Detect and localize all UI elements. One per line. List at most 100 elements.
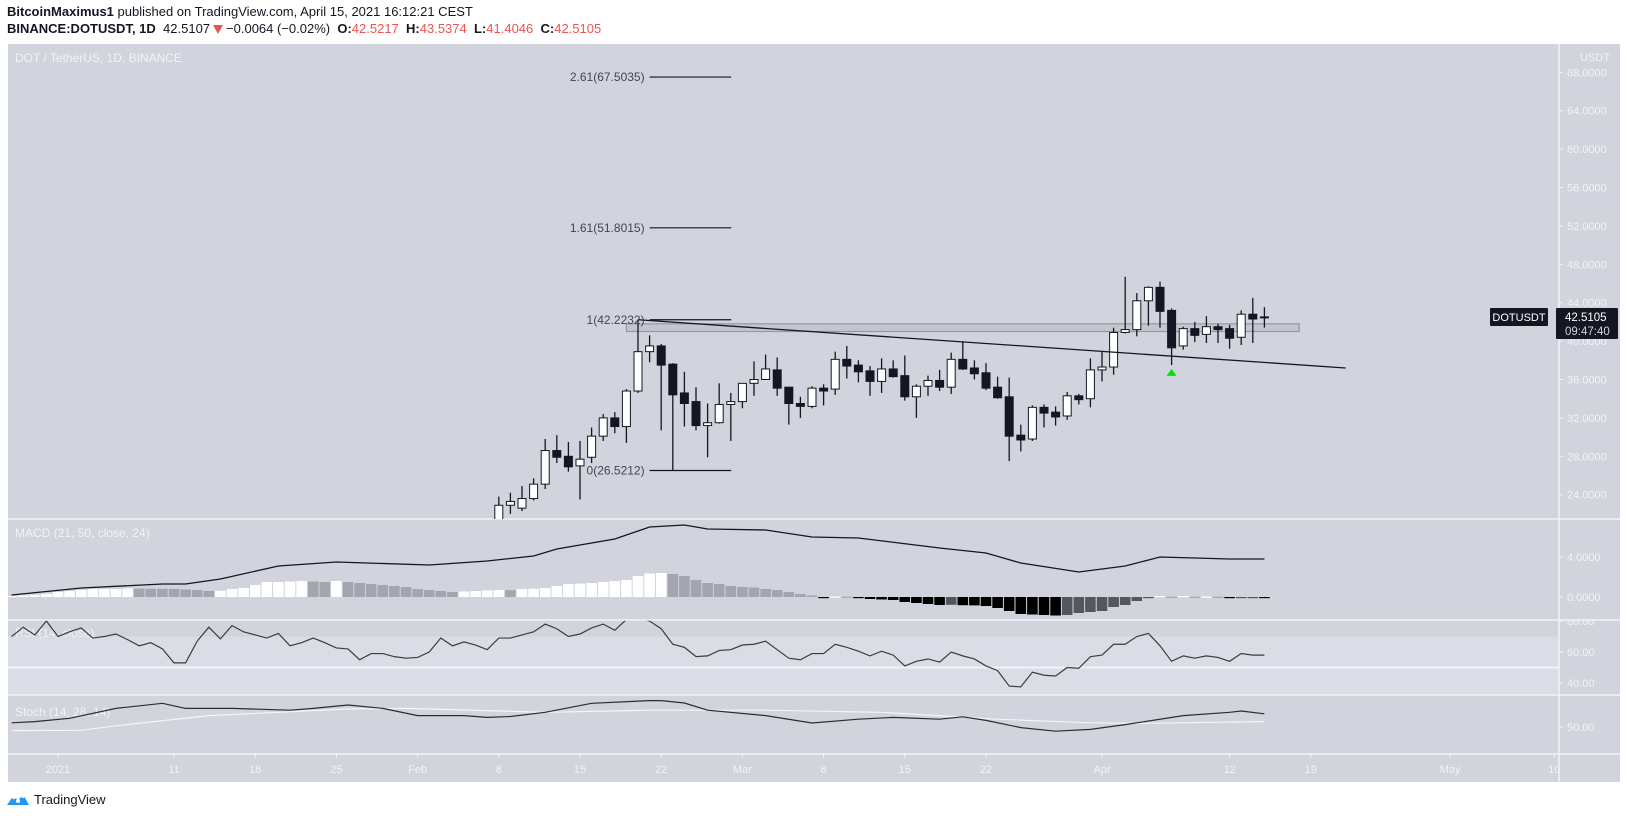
candle-body [853,364,863,373]
macd-histogram-bar [667,574,679,597]
candle-body [633,351,643,392]
macd-tick-label: 4.0000 [1567,552,1601,564]
macd-histogram-bar [64,591,75,597]
price-tick-label: 40.0000 [1567,336,1607,348]
candle [761,354,771,381]
rsi-pane[interactable]: RSI (14, close) [8,618,1559,699]
macd-histogram-bar [400,587,412,597]
macd-histogram-bar [319,582,331,597]
candle-body [958,358,968,370]
tradingview-brand[interactable]: TradingView [6,791,106,807]
time-tick-label: 22 [655,764,667,776]
macd-histogram-bar [1166,596,1177,598]
candle-body [505,500,515,506]
macd-histogram-bar [539,588,551,597]
descending-trendline[interactable] [637,319,1346,369]
candle [563,441,573,472]
candle [865,366,875,396]
candle [1074,393,1084,405]
macd-histogram-bar [911,597,922,603]
stoch-pane[interactable]: Stoch (14, 28, 14) [11,699,1265,732]
candle-body [598,417,608,437]
time-tick-label: 25 [330,764,342,776]
macd-histogram-bar [1224,597,1235,599]
candle [737,382,747,409]
candle-body [703,422,713,427]
bar-countdown-label: 09:47:40 [1565,326,1610,338]
macd-title: MACD (21, 50, close, 24) [15,526,150,540]
candle-body [1143,286,1153,302]
macd-histogram-bar [528,588,539,597]
candle [633,319,643,393]
candle-body [807,387,817,407]
macd-histogram-bar [795,594,806,597]
candle-body [1120,329,1130,333]
candle-body [1051,411,1061,418]
candle [772,357,782,396]
stoch-tick-label: 50.00 [1567,722,1595,734]
candle-body [946,358,956,388]
candle-body [1213,326,1223,331]
candle [958,341,968,370]
macd-histogram-bar [934,597,945,605]
candle [1132,293,1142,337]
price-tick-label: 28.0000 [1567,451,1607,463]
candle [784,386,794,425]
candle-body [1225,328,1235,339]
time-tick-label: 2021 [46,764,70,776]
candle [969,360,979,380]
macd-histogram-bar [261,582,273,597]
candle-body [865,370,875,382]
candle [749,361,759,396]
macd-histogram-bar [1212,596,1224,598]
candle [946,352,956,394]
macd-histogram-bar [1235,597,1247,599]
macd-histogram-bar [887,597,899,600]
candle-body [517,498,527,509]
candle [656,343,666,431]
main-pane[interactable]: DOT / TetherUS, 1D, BINANCE 2.61(67.5035)… [15,51,1346,528]
fib-level-label: 2.61(67.5035) [570,70,645,84]
macd-histogram-bar [748,587,760,597]
candle [819,384,829,406]
candle-body [842,358,852,367]
macd-histogram-bar [609,581,621,597]
macd-histogram-bar [702,583,713,597]
candle [900,355,910,401]
macd-histogram-bar [191,590,203,597]
candle [1190,321,1200,343]
macd-histogram-bar [945,597,957,605]
candle [575,440,585,500]
macd-histogram-bar [481,590,493,597]
publish-text: published on TradingView.com, April 15, … [113,4,473,19]
symbol-interval: BINANCE:DOTUSDT, 1D [7,21,156,36]
last-price: 42.5107 [163,21,211,36]
price-tick-label: 64.0000 [1567,106,1607,118]
macd-histogram-bar [29,595,41,597]
author-name[interactable]: BitcoinMaximus1 [7,4,114,19]
time-tick-label: 8 [821,764,827,776]
price-tick-label: 36.0000 [1567,375,1607,387]
macd-histogram-bar [1085,597,1096,612]
candle [529,478,539,501]
candle [853,360,863,383]
low-label: L: [473,21,487,36]
candle [703,403,713,458]
symbol-info: BINANCE:DOTUSDT, 1D 42.5107 −0.0064 (−0.0… [7,21,601,36]
support-zone[interactable] [625,323,1300,333]
candle [621,389,631,443]
macd-histogram-bar [980,597,992,606]
candle-body [587,435,597,458]
down-triangle-icon [213,25,224,34]
macd-pane[interactable]: MACD (21, 50, close, 24) [6,524,1270,616]
price-tick-label: 48.0000 [1567,259,1607,271]
rsi-tick-label: 40.00 [1567,678,1595,690]
candle [1248,297,1258,344]
candle [795,396,805,418]
high-label: H: [406,21,420,36]
candle-body [1097,366,1107,371]
tradingview-label: TradingView [34,791,106,807]
macd-histogram-bar [1201,596,1212,598]
candle-body [1167,309,1177,349]
